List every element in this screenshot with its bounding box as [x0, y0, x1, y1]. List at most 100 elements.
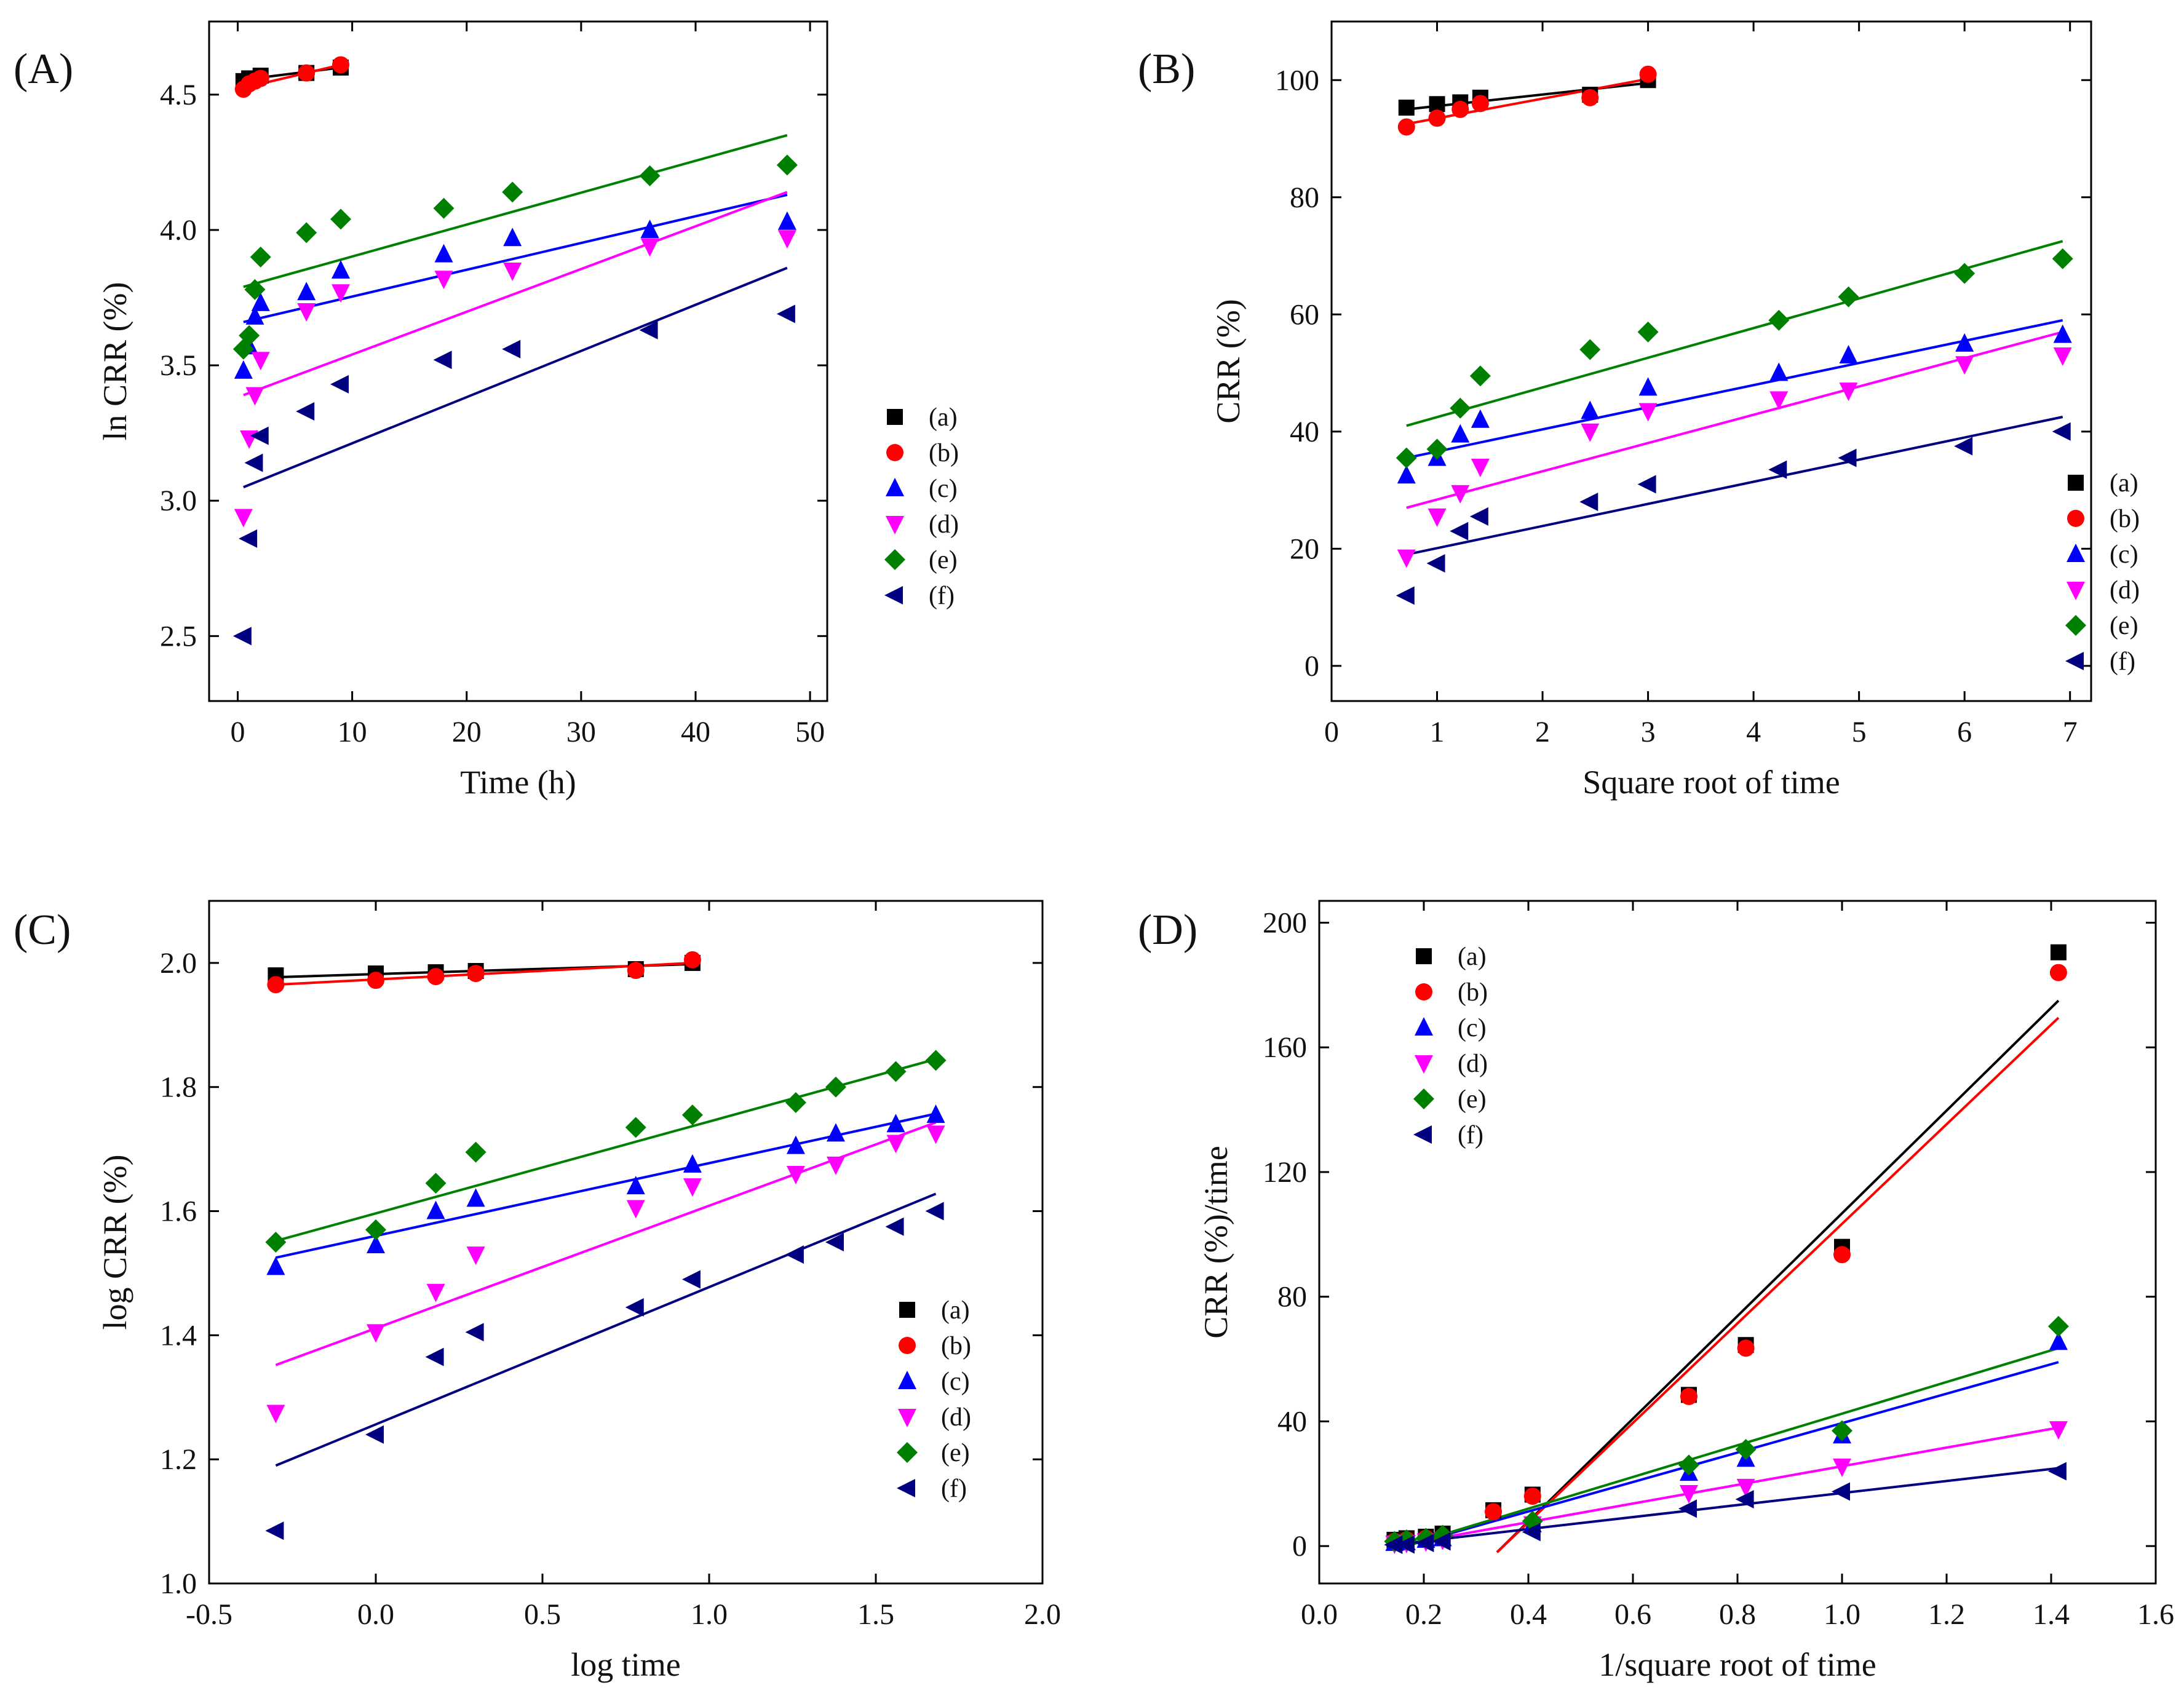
data-point-e: [1396, 447, 1417, 469]
data-point-c: [786, 1135, 805, 1154]
legend-label-f: (f): [929, 582, 955, 610]
legend-marker-a: [887, 409, 903, 425]
data-point-d: [367, 1324, 385, 1343]
data-point-f: [250, 426, 269, 445]
legend-label-f: (f): [2110, 648, 2135, 676]
fit-line-c: [1406, 319, 2063, 459]
data-point-b: [267, 976, 285, 994]
data-point-e: [244, 279, 266, 300]
x-tick-label: 30: [566, 716, 596, 748]
data-point-b: [1523, 1488, 1541, 1505]
series-b: [1397, 65, 1657, 136]
legend-marker-c: [2067, 544, 2085, 562]
data-point-d: [332, 284, 351, 303]
x-tick-label: 1: [1430, 716, 1445, 748]
x-tick-label: 4: [1746, 716, 1761, 748]
fit-line-c: [243, 193, 788, 323]
data-point-c: [2053, 324, 2072, 343]
data-point-e: [296, 222, 317, 244]
legend: (a) (b) (c) (d) (e) (f): [884, 403, 959, 610]
data-point-f: [1396, 586, 1415, 605]
data-point-f: [232, 627, 252, 646]
legend-marker-d: [898, 1409, 916, 1427]
data-point-c: [503, 228, 522, 247]
data-point-e: [1426, 438, 1448, 460]
data-point-e: [1450, 397, 1471, 419]
data-point-f: [1838, 448, 1857, 467]
legend-marker-c: [898, 1371, 916, 1389]
data-point-b: [467, 965, 485, 983]
data-point-b: [427, 968, 445, 986]
data-point-d: [2053, 347, 2072, 366]
fit-line-e: [1394, 1347, 2059, 1551]
fit-line-e: [275, 1058, 937, 1242]
x-tick-label: 2: [1535, 716, 1550, 748]
x-tick-label: 20: [452, 716, 482, 748]
legend-marker-c: [886, 478, 904, 496]
y-tick-label: 80: [1290, 181, 1319, 214]
panel-label: (C): [14, 906, 71, 954]
legend-marker-e: [884, 549, 905, 570]
plot-frame: [208, 20, 828, 702]
data-point-f: [433, 351, 452, 370]
data-point-d: [1769, 391, 1789, 410]
data-point-e: [1637, 321, 1659, 343]
x-tick-label: 0.8: [1719, 1598, 1756, 1631]
data-point-c: [1581, 400, 1600, 419]
y-tick-label: 3.0: [160, 485, 197, 517]
legend-marker-a: [899, 1302, 915, 1318]
data-point-d: [297, 303, 316, 322]
y-tick-label: 160: [1263, 1031, 1307, 1064]
series-a: [1398, 72, 1656, 116]
data-point-d: [245, 387, 264, 406]
x-axis-title: Square root of time: [1582, 764, 1840, 801]
data-point-f: [296, 402, 315, 421]
data-point-f: [1735, 1490, 1754, 1509]
legend-label-e: (e): [2110, 612, 2138, 640]
data-point-d: [434, 271, 453, 290]
data-point-c: [626, 1176, 645, 1195]
y-tick-label: 2.0: [160, 947, 197, 980]
legend-label-e: (e): [941, 1439, 970, 1467]
legend-marker-e: [897, 1442, 918, 1463]
data-point-f: [244, 453, 263, 472]
data-point-c: [332, 260, 351, 279]
data-point-f: [425, 1347, 444, 1366]
data-point-e: [785, 1092, 806, 1113]
data-point-f: [239, 529, 258, 548]
data-point-a: [2050, 944, 2067, 961]
x-axis-title: log time: [571, 1646, 680, 1683]
legend-marker-d: [1415, 1055, 1433, 1074]
data-point-b: [298, 64, 316, 82]
data-point-e: [625, 1117, 646, 1138]
data-point-b: [332, 56, 350, 74]
series-f: [1384, 1462, 2067, 1555]
data-point-d: [466, 1246, 485, 1266]
panel-a: 0 10 20 30 40 50 2.5 3.0 3.5 4.0 4.5 Time (h) ln CRR…: [14, 20, 959, 801]
legend-marker-f: [897, 1479, 915, 1497]
data-point-c: [926, 1104, 945, 1123]
y-axis-title: CRR (%)/time: [1197, 1146, 1234, 1338]
x-tick-label: 0.4: [1510, 1598, 1547, 1631]
data-point-c: [683, 1154, 702, 1173]
legend: (a) (b) (c) (d) (e) (f): [2065, 469, 2140, 676]
data-point-e: [239, 325, 260, 346]
fit-line-e: [243, 133, 788, 288]
legend-label-b: (b): [2110, 505, 2140, 533]
series-c: [1397, 324, 2072, 484]
legend-marker-a: [2068, 475, 2084, 491]
legend-marker-c: [1415, 1017, 1433, 1036]
data-point-f: [365, 1425, 384, 1444]
legend-label-a: (a): [1458, 943, 1487, 971]
data-point-b: [1581, 89, 1599, 106]
x-tick-label: 6: [1957, 716, 1972, 748]
legend-label-c: (c): [2110, 541, 2138, 569]
x-tick-label: 1.6: [2137, 1598, 2174, 1631]
fit-line-f: [243, 266, 788, 489]
legend-label-d: (d): [941, 1403, 971, 1432]
data-point-b: [1639, 65, 1657, 83]
y-tick-label: 1.0: [160, 1567, 197, 1600]
x-tick-label: 10: [338, 716, 367, 748]
y-tick-label: 1.4: [160, 1319, 197, 1352]
